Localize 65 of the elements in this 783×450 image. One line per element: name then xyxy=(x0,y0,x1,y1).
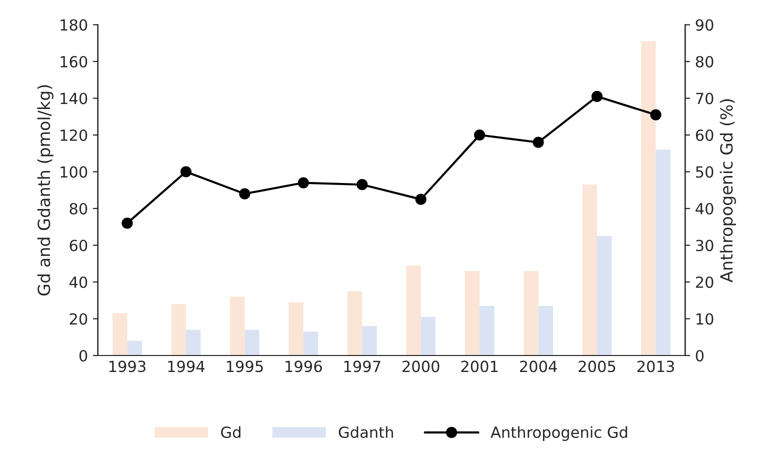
y2-tick-label: 30 xyxy=(696,240,714,252)
x-tick-label: 2004 xyxy=(520,360,557,372)
bar xyxy=(186,330,201,356)
legend-label: Anthropogenic Gd xyxy=(490,426,628,441)
point xyxy=(474,129,486,141)
y2-tick-label: 50 xyxy=(696,166,714,178)
y-tick-label: 160 xyxy=(60,56,88,68)
point xyxy=(239,188,250,200)
y-axis-title: Gd and Gdanth (pmol/kg) xyxy=(37,85,54,296)
point xyxy=(180,166,192,178)
y2-tick-label: 80 xyxy=(696,56,714,68)
bar xyxy=(582,184,598,356)
y2-tick-label: 70 xyxy=(696,92,714,104)
y-tick-label: 140 xyxy=(60,92,88,104)
bar xyxy=(480,306,494,356)
y-tick-label: 120 xyxy=(60,129,88,142)
bar xyxy=(597,236,612,356)
y2-tick-label: 90 xyxy=(696,19,714,31)
point xyxy=(122,218,133,229)
bar xyxy=(230,296,245,356)
x-tick-label: 1993 xyxy=(109,360,146,372)
x-tick-label: 1996 xyxy=(286,360,322,372)
y2-tick-label: 0 xyxy=(696,350,704,362)
y2-tick-label: 10 xyxy=(696,313,714,325)
y-tick-label: 40 xyxy=(69,276,88,288)
y2-tick-label: 60 xyxy=(696,129,714,142)
point xyxy=(298,177,309,188)
y-tick-label: 100 xyxy=(60,166,88,178)
legend-label: Gd xyxy=(221,426,240,438)
y-tick-label: 20 xyxy=(70,313,88,325)
x-tick-label: 1995 xyxy=(226,360,263,372)
y2-tick-label: 20 xyxy=(696,276,714,288)
bar xyxy=(288,302,304,356)
x-tick-label: 1997 xyxy=(344,360,380,372)
bar xyxy=(303,332,318,356)
bar xyxy=(171,304,186,356)
bar xyxy=(112,313,128,356)
bar xyxy=(524,270,538,356)
bar xyxy=(464,270,480,356)
y2-tick-label: 40 xyxy=(696,202,714,215)
point xyxy=(532,136,544,148)
y-tick-label: 60 xyxy=(70,240,88,252)
point xyxy=(650,109,662,120)
y-tick-label: 80 xyxy=(70,202,88,215)
bar xyxy=(362,326,377,356)
x-tick-label: 2013 xyxy=(637,360,674,372)
x-tick-label: 1994 xyxy=(168,360,205,372)
y-tick-label: 180 xyxy=(60,19,88,31)
x-tick-label: 2001 xyxy=(461,360,498,372)
bar xyxy=(656,150,670,356)
y-tick-label: 0 xyxy=(79,350,88,362)
point xyxy=(591,90,603,102)
x-tick-label: 2000 xyxy=(402,360,440,372)
point xyxy=(415,194,426,205)
bar xyxy=(347,291,362,356)
point xyxy=(356,179,368,190)
bar xyxy=(244,330,260,356)
bar xyxy=(538,306,553,356)
bar xyxy=(406,265,421,356)
bar xyxy=(420,316,436,356)
y2-axis-title: Anthropogenic Gd (%) xyxy=(720,99,736,282)
bar xyxy=(127,340,142,356)
legend-label: Gdanth xyxy=(338,426,393,438)
bar xyxy=(641,41,656,356)
x-tick-label: 2005 xyxy=(578,360,616,372)
